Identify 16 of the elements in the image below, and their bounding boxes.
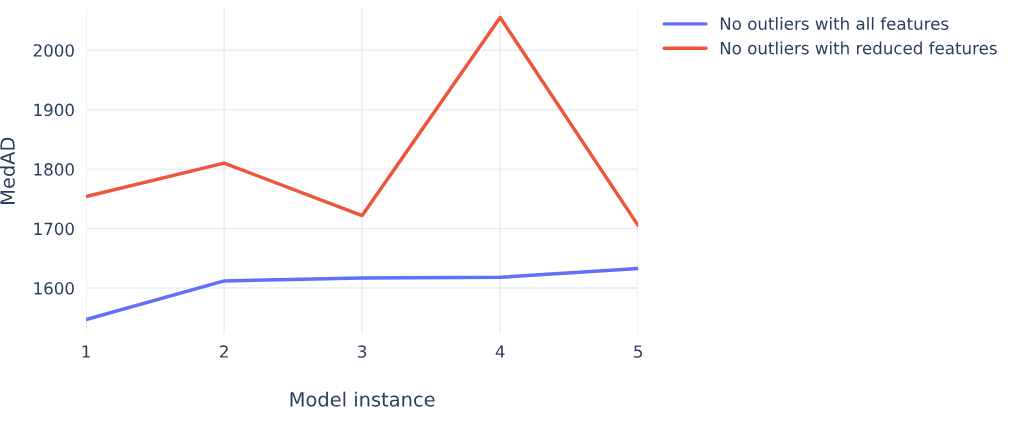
line-series <box>86 15 639 228</box>
x-axis-title: Model instance <box>290 391 435 407</box>
x-tick-label: 3 <box>358 345 367 358</box>
y-tick-label: 2000 <box>33 44 74 57</box>
legend-label: No outliers with all features <box>720 17 949 30</box>
x-tick-label: 4 <box>495 345 505 358</box>
x-tick-label: 2 <box>220 345 228 358</box>
x-tick-label: 1 <box>82 345 90 358</box>
y-tick-label: 1900 <box>34 103 74 117</box>
legend-label: No outliers with reduced features <box>720 41 997 55</box>
x-tick-label: 5 <box>634 345 643 358</box>
line-series <box>86 266 639 322</box>
y-tick-label: 1700 <box>34 222 74 236</box>
y-tick-label: 1800 <box>34 163 74 176</box>
y-axis-title: MedAD <box>0 137 15 204</box>
y-tick-label: 1600 <box>34 282 74 295</box>
